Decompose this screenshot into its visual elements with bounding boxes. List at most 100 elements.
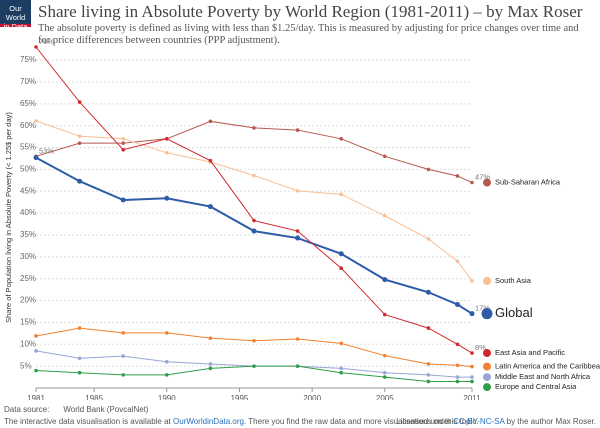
y-tick-label: 60% bbox=[20, 121, 36, 130]
data-point bbox=[295, 128, 300, 132]
data-point bbox=[383, 375, 387, 379]
y-tick-label: 20% bbox=[20, 296, 36, 305]
series-line bbox=[35, 46, 473, 354]
logo[interactable]: Our World in Data bbox=[0, 0, 31, 31]
legend-marker bbox=[483, 362, 491, 371]
y-tick-label: 5% bbox=[20, 361, 32, 370]
data-point bbox=[165, 137, 169, 141]
series-line bbox=[35, 365, 472, 382]
data-point bbox=[121, 373, 125, 377]
footer-link[interactable]: OurWorldinData.org bbox=[172, 417, 244, 426]
data-point bbox=[252, 218, 256, 223]
value-label: 53% bbox=[39, 146, 54, 155]
y-tick-label: 35% bbox=[20, 230, 36, 239]
x-tick-label: 2011 bbox=[463, 394, 481, 400]
data-point bbox=[208, 119, 213, 124]
series-line bbox=[35, 120, 473, 282]
data-point bbox=[339, 266, 344, 271]
legend-label: Global bbox=[495, 305, 533, 320]
data-point bbox=[121, 137, 125, 141]
logo-line: in Data bbox=[3, 22, 28, 31]
footer-link[interactable]: CC-BY-NC-SA bbox=[453, 417, 505, 426]
data-point bbox=[77, 178, 83, 184]
value-label: 8% bbox=[475, 343, 486, 352]
data-point bbox=[339, 341, 344, 346]
data-point bbox=[34, 45, 38, 49]
data-point bbox=[455, 174, 460, 178]
data-point bbox=[165, 150, 169, 155]
y-tick-label: 55% bbox=[20, 143, 36, 152]
data-point bbox=[208, 366, 213, 371]
data-point bbox=[455, 375, 460, 379]
chart: Share of Population living in Absolute P… bbox=[4, 37, 600, 400]
data-point bbox=[33, 155, 39, 161]
data-point bbox=[34, 119, 38, 123]
series-line bbox=[35, 120, 473, 183]
data-point bbox=[77, 141, 82, 145]
data-point bbox=[470, 180, 474, 185]
data-point bbox=[77, 326, 82, 330]
legend-marker bbox=[483, 178, 491, 187]
value-label: 17% bbox=[475, 304, 490, 313]
data-point bbox=[426, 167, 431, 172]
data-point bbox=[252, 126, 256, 130]
data-point bbox=[426, 379, 431, 384]
source-label: Data source: bbox=[4, 405, 50, 414]
legend-label: Europe and Central Asia bbox=[495, 382, 577, 391]
logo-line: Our World bbox=[5, 4, 26, 22]
x-tick-label: 1990 bbox=[158, 394, 176, 400]
data-point bbox=[295, 229, 300, 233]
data-point bbox=[470, 364, 474, 369]
legend-label: East Asia and Pacific bbox=[495, 348, 565, 357]
data-point bbox=[121, 331, 125, 335]
data-point bbox=[77, 370, 82, 375]
data-point bbox=[339, 366, 344, 371]
footer-text: . There you find the raw data and more v… bbox=[243, 417, 479, 426]
footer-text: Licensed under bbox=[396, 417, 454, 426]
data-point bbox=[383, 312, 387, 317]
data-point bbox=[77, 100, 82, 104]
data-point bbox=[252, 338, 256, 343]
series-line bbox=[35, 327, 473, 368]
data-point bbox=[164, 195, 170, 201]
footer-license: Licensed under CC-BY-NC-SA by the author… bbox=[396, 417, 596, 426]
data-point bbox=[295, 235, 301, 241]
data-point bbox=[426, 373, 431, 377]
data-point bbox=[454, 301, 460, 307]
y-tick-label: 75% bbox=[20, 55, 36, 64]
data-point bbox=[383, 154, 387, 159]
y-tick-label: 25% bbox=[20, 274, 36, 283]
legend-label: Latin America and the Caribbean bbox=[495, 362, 600, 371]
y-tick-label: 40% bbox=[20, 208, 36, 217]
data-point bbox=[339, 370, 344, 375]
x-tick-label: 1995 bbox=[231, 394, 249, 400]
data-point bbox=[339, 137, 344, 141]
y-tick-label: 45% bbox=[20, 186, 36, 195]
data-point bbox=[121, 141, 125, 145]
data-point bbox=[34, 368, 38, 373]
y-tick-label: 15% bbox=[20, 318, 36, 327]
data-point bbox=[426, 326, 431, 330]
data-point bbox=[208, 336, 213, 340]
data-point bbox=[338, 251, 344, 257]
footer-text: by the author Max Roser. bbox=[504, 417, 596, 426]
x-tick-label: 1985 bbox=[85, 394, 103, 400]
data-point bbox=[295, 364, 300, 368]
data-point bbox=[383, 353, 387, 358]
legend-marker bbox=[483, 373, 491, 382]
data-point bbox=[455, 342, 460, 347]
data-point bbox=[208, 362, 213, 366]
y-tick-label: 50% bbox=[20, 165, 36, 174]
data-point bbox=[165, 331, 169, 335]
series-line bbox=[35, 350, 472, 378]
x-tick-label: 1981 bbox=[27, 394, 45, 400]
data-point bbox=[34, 334, 38, 338]
data-point bbox=[470, 351, 474, 355]
x-tick-label: 2005 bbox=[376, 394, 394, 400]
y-tick-label: 30% bbox=[20, 252, 36, 261]
data-point bbox=[455, 379, 460, 384]
data-point bbox=[120, 197, 126, 203]
footer-interactive: The interactive data visualisation is av… bbox=[4, 417, 479, 426]
data-point bbox=[207, 204, 213, 210]
data-point bbox=[469, 311, 475, 317]
